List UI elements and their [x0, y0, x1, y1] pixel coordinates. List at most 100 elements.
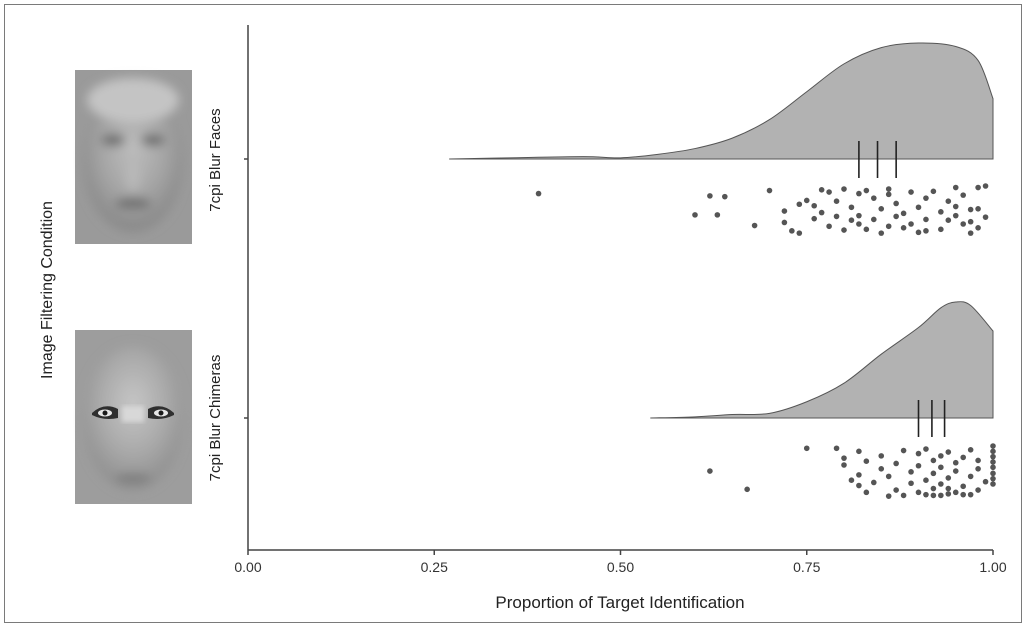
data-point — [893, 200, 899, 207]
data-point — [952, 203, 959, 210]
data-point — [863, 458, 870, 465]
data-point — [751, 222, 758, 229]
data-point — [856, 190, 862, 197]
figure-frame — [4, 4, 1022, 623]
data-point — [990, 481, 996, 487]
data-point — [856, 221, 862, 227]
group-label-blur-faces: 7cpi Blur Faces — [207, 108, 224, 211]
y-axis-title: Image Filtering Condition — [39, 201, 56, 379]
data-point — [841, 455, 847, 461]
data-point — [975, 466, 981, 472]
data-point — [945, 475, 952, 481]
data-point — [707, 193, 713, 199]
data-point — [781, 219, 788, 226]
data-point — [848, 477, 855, 484]
data-point — [841, 227, 847, 233]
data-point — [975, 487, 981, 493]
data-point — [781, 208, 788, 214]
data-point — [871, 195, 877, 201]
data-point — [789, 228, 795, 234]
data-point — [848, 217, 855, 223]
data-point — [923, 216, 929, 223]
data-point — [908, 221, 914, 227]
data-point — [960, 491, 966, 498]
group-label-blur-chimeras: 7cpi Blur Chimeras — [207, 355, 224, 482]
data-point — [952, 489, 959, 496]
data-point — [975, 457, 981, 464]
data-point — [908, 469, 914, 475]
data-point — [938, 209, 944, 215]
x-tick-label: 0.00 — [234, 559, 261, 575]
data-point — [990, 475, 996, 482]
data-point — [766, 187, 773, 194]
data-point — [930, 470, 937, 477]
data-point — [967, 447, 974, 453]
data-point — [900, 210, 907, 217]
data-point — [975, 225, 981, 231]
x-axis-title: Proportion of Target Identification — [495, 593, 744, 612]
data-point — [967, 491, 974, 498]
data-point — [938, 453, 944, 459]
data-point — [856, 472, 862, 478]
data-point — [960, 483, 966, 490]
data-point — [885, 223, 892, 230]
data-point — [833, 198, 840, 204]
data-point — [945, 198, 952, 204]
data-point — [982, 183, 989, 189]
data-point — [811, 215, 817, 222]
data-point — [878, 466, 885, 472]
data-point — [990, 448, 996, 455]
data-point — [990, 443, 996, 449]
data-point — [856, 212, 862, 219]
data-point — [826, 223, 832, 230]
data-point — [900, 447, 907, 454]
data-point — [990, 453, 996, 460]
data-point — [885, 186, 892, 192]
data-point — [796, 201, 803, 208]
data-point — [893, 487, 899, 493]
data-point — [930, 492, 937, 499]
plot-area — [449, 42, 996, 499]
x-tick-label: 0.50 — [607, 559, 634, 575]
data-point — [863, 489, 870, 496]
data-point — [930, 188, 937, 195]
data-point — [722, 193, 728, 200]
data-point — [811, 202, 817, 209]
data-point — [878, 230, 885, 236]
data-point — [885, 191, 892, 198]
data-point — [990, 459, 996, 465]
data-point — [990, 464, 996, 471]
data-point — [923, 195, 929, 201]
data-point — [863, 226, 870, 233]
data-point — [960, 192, 966, 198]
data-point — [945, 449, 952, 455]
data-point — [967, 230, 974, 236]
data-point — [952, 468, 959, 474]
data-point — [885, 473, 892, 480]
data-point — [856, 448, 862, 455]
x-tick-label: 0.25 — [421, 559, 448, 575]
data-point — [938, 464, 944, 471]
data-point — [938, 226, 944, 233]
data-point — [915, 462, 922, 469]
data-point — [945, 485, 952, 492]
data-point — [803, 197, 810, 204]
data-point — [900, 225, 907, 231]
data-point — [841, 462, 847, 468]
data-point — [841, 186, 847, 192]
group-0 — [449, 42, 994, 236]
sharp-eyes-region — [92, 406, 174, 422]
group-1 — [650, 301, 996, 499]
data-point — [982, 478, 989, 485]
data-point — [535, 190, 542, 197]
data-point — [915, 489, 922, 496]
data-point — [923, 228, 929, 234]
data-point — [945, 491, 952, 497]
data-point — [707, 468, 713, 474]
data-point — [923, 491, 929, 498]
density-shape — [449, 42, 994, 160]
data-point — [967, 206, 974, 213]
data-point — [945, 217, 952, 223]
data-point — [878, 453, 885, 459]
